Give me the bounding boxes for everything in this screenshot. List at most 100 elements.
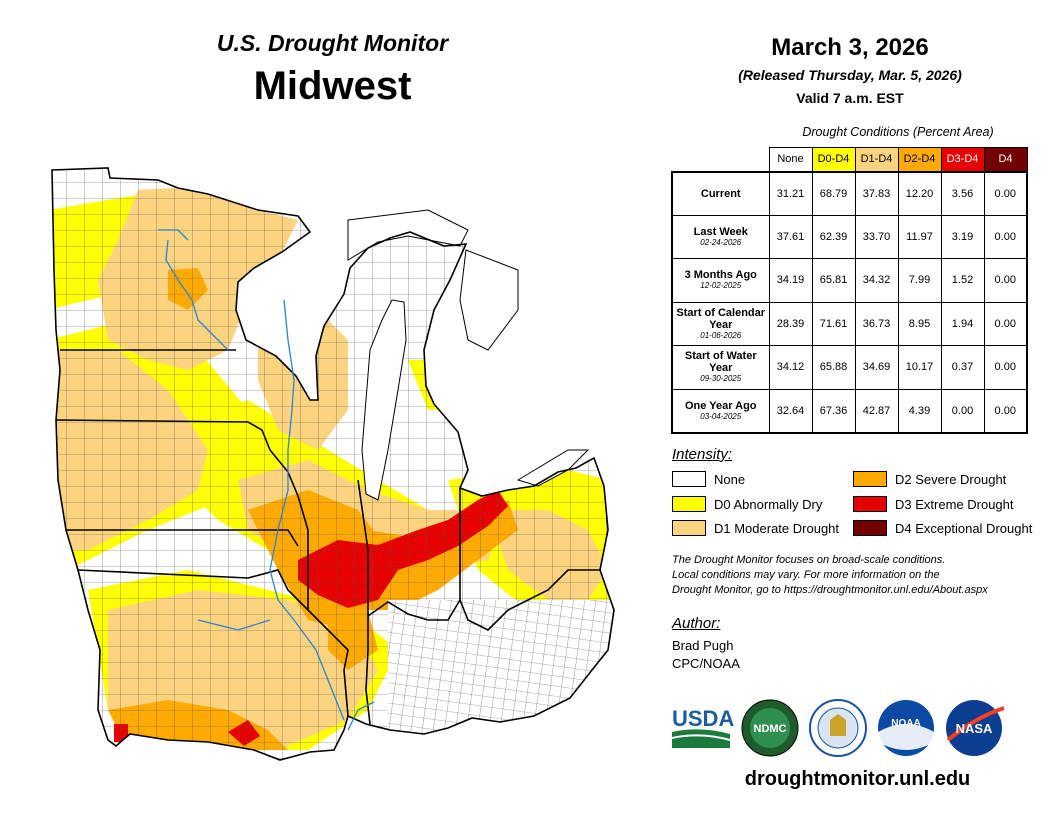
table-cell: 28.39 [768,301,813,346]
row-label: Start of Calendar Year 01-06-2026 [671,301,770,346]
table-cell: 32.64 [768,388,813,434]
row-label: Last Week 02-24-2026 [671,214,770,259]
table-cell: 33.70 [854,214,899,259]
legend-swatch [853,496,887,512]
table-row: Last Week 02-24-2026 37.61 62.39 33.70 11… [671,214,1028,259]
legend-item-none: None [672,471,745,487]
table-row: Start of Water Year 09-30-2025 34.12 65.8… [671,345,1028,390]
website-url[interactable]: droughtmonitor.unl.edu [744,768,971,790]
table-cell: 0.00 [940,388,985,434]
legend-swatch [853,471,887,487]
usda-logo: USDA [671,706,734,748]
agency-logos: USDA NDMC NOAA NASA [671,699,1005,757]
table-cell: 10.17 [897,345,942,390]
table-row: 3 Months Ago 12-02-2025 34.19 65.81 34.32… [671,258,1028,303]
row-label: One Year Ago 03-04-2025 [671,388,770,434]
table-row: Current 31.21 68.79 37.83 12.20 3.56 0.0… [671,170,1028,216]
note-line: The Drought Monitor focuses on broad-sca… [672,554,946,566]
row-label: Current [671,170,770,216]
legend-swatch [853,520,887,536]
legend-item-d4: D4 Exceptional Drought [853,520,1032,536]
legend-swatch [672,496,706,512]
note-line: Local conditions may vary. For more info… [672,569,940,581]
row-label: 3 Months Ago 12-02-2025 [671,258,770,303]
table-cell: 7.99 [897,258,942,303]
table-cell: 4.39 [897,388,942,434]
note-line: Drought Monitor, go to https://droughtmo… [672,584,988,596]
map-date: March 3, 2026 [771,34,929,61]
table-cell: 0.00 [983,170,1028,216]
table-cell: 65.81 [811,258,856,303]
usda-logo-text: USDA [672,706,734,731]
row-date: 03-04-2025 [700,411,742,421]
table-cell: 3.56 [940,170,985,216]
table-cell: 34.12 [768,345,813,390]
table-cell: 37.83 [854,170,899,216]
ndmc-logo: NDMC [741,699,799,757]
table-caption: Drought Conditions (Percent Area) [802,125,994,139]
monitor-title: U.S. Drought Monitor [216,30,449,56]
legend-label: D4 Exceptional Drought [895,520,1033,536]
header-blank-cell [672,148,769,172]
row-date: 02-24-2026 [700,237,742,247]
commerce-seal-logo [809,699,867,757]
row-date: 01-06-2026 [700,330,742,340]
row-date: 09-30-2025 [700,374,742,384]
column-d0-d4: D0-D4 [811,147,856,172]
legend-label: D1 Moderate Drought [714,520,840,536]
row-date: 12-02-2025 [700,281,742,291]
table-cell: 71.61 [811,301,856,346]
table-cell: 36.73 [854,301,899,346]
legend-swatch [672,520,706,536]
table-cell: 67.36 [811,388,856,434]
nasa-logo-text: NASA [956,721,993,736]
table-cell: 34.32 [854,258,899,303]
table-cell: 37.61 [768,214,813,259]
author-title: Author: [672,615,721,632]
disclaimer-note: The Drought Monitor focuses on broad-sca… [672,553,1042,598]
table-cell: 3.19 [940,214,985,259]
legend-label: D3 Extreme Drought [895,496,1014,512]
table-cell: 1.52 [940,258,985,303]
row-label: Start of Water Year 09-30-2025 [671,345,770,390]
table-cell: 1.94 [940,301,985,346]
legend-label: None [714,471,746,487]
noaa-logo: NOAA [878,700,934,756]
column-d1-d4: D1-D4 [854,147,899,172]
table-row: One Year Ago 03-04-2025 32.64 67.36 42.87… [671,388,1028,434]
legend-item-d1: D1 Moderate Drought [672,520,839,536]
table-header-row: None D0-D4 D1-D4 D2-D4 D3-D4 D4 [672,147,1028,172]
legend-label: D2 Severe Drought [895,471,1007,487]
nasa-logo: NASA [946,700,1005,756]
table-cell: 31.21 [768,170,813,216]
noaa-logo-text: NOAA [891,718,920,729]
table-cell: 68.79 [811,170,856,216]
table-row: Start of Calendar Year 01-06-2026 28.39 7… [671,301,1028,346]
table-cell: 0.00 [983,214,1028,259]
column-d3-d4: D3-D4 [940,147,985,172]
region-title: Midwest [253,64,412,108]
drought-conditions-table: None D0-D4 D1-D4 D2-D4 D3-D4 D4 Current … [671,147,1028,434]
table-cell: 62.39 [811,214,856,259]
table-cell: 0.00 [983,258,1028,303]
legend-item-d3: D3 Extreme Drought [853,496,1014,512]
column-d4: D4 [983,147,1028,172]
legend-item-d2: D2 Severe Drought [853,471,1006,487]
drought-map [51,167,615,761]
author-org: CPC/NOAA [672,656,740,671]
table-cell: 65.88 [811,345,856,390]
ndmc-logo-text: NDMC [754,723,787,735]
table-cell: 11.97 [897,214,942,259]
column-none: None [768,147,813,172]
table-cell: 0.00 [983,388,1028,434]
column-d2-d4: D2-D4 [897,147,942,172]
author-name: Brad Pugh [672,638,734,653]
table-cell: 8.95 [897,301,942,346]
table-cell: 42.87 [854,388,899,434]
release-date: (Released Thursday, Mar. 5, 2026) [738,67,962,83]
table-cell: 0.00 [983,301,1028,346]
table-cell: 12.20 [897,170,942,216]
legend-swatch [672,471,706,487]
legend-item-d0: D0 Abnormally Dry [672,496,822,512]
valid-time: Valid 7 a.m. EST [796,90,904,106]
